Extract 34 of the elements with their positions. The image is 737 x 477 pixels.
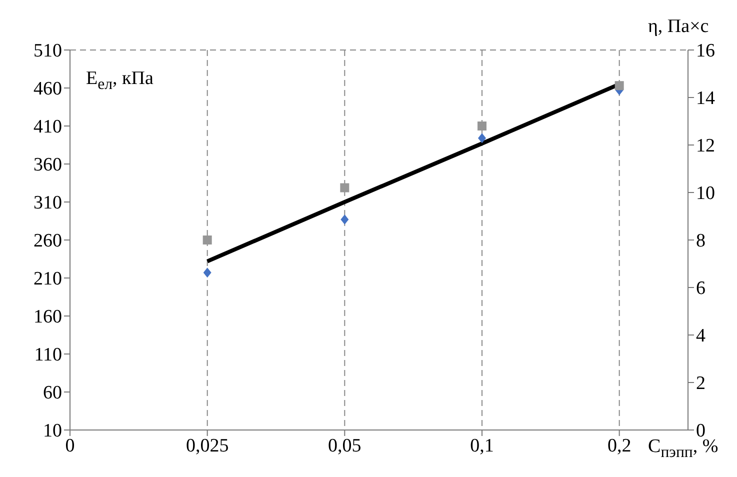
y2-tick-label: 12: [696, 136, 715, 157]
x-tick-label: 0,2: [607, 435, 632, 456]
y-tick-label: 410: [34, 116, 62, 138]
y2-tick-label: 8: [696, 230, 706, 252]
x-tick-label: 0,05: [328, 435, 362, 456]
y2-tick-label: 4: [696, 326, 706, 347]
y2-tick-label: 10: [696, 183, 715, 204]
point: [340, 183, 350, 192]
y-tick-label: 60: [43, 382, 62, 404]
y-tick-label: 10: [43, 420, 62, 442]
y2-tick-label: 16: [696, 40, 715, 62]
y-tick-label: 160: [34, 306, 62, 328]
point: [614, 81, 624, 90]
y2-tick-label: 2: [696, 373, 706, 394]
y2-tick-label: 6: [696, 278, 706, 300]
point: [478, 122, 486, 130]
y-tick-label: 510: [34, 40, 62, 62]
y-tick-label: 310: [34, 192, 62, 214]
point: [478, 133, 486, 144]
x-tick-label: 0: [65, 435, 75, 456]
y-tick-label: 110: [34, 344, 62, 366]
point: [340, 214, 349, 224]
y2-axis-title: η, Па×с: [648, 16, 709, 38]
y2-tick-label: 14: [696, 88, 716, 110]
y-tick-label: 260: [34, 230, 62, 252]
x-tick-label: 0,025: [186, 435, 229, 456]
x-tick-label: 0,1: [470, 435, 494, 456]
y-tick-label: 460: [34, 78, 62, 100]
x-axis-title: C$_{пэпп}$, %: [648, 436, 718, 462]
y-axis-title: E$_{ел}$, кПа: [86, 68, 154, 94]
y-tick-label: 360: [34, 154, 62, 176]
point: [202, 236, 212, 244]
point: [203, 268, 212, 278]
y-tick-label: 210: [34, 268, 62, 290]
